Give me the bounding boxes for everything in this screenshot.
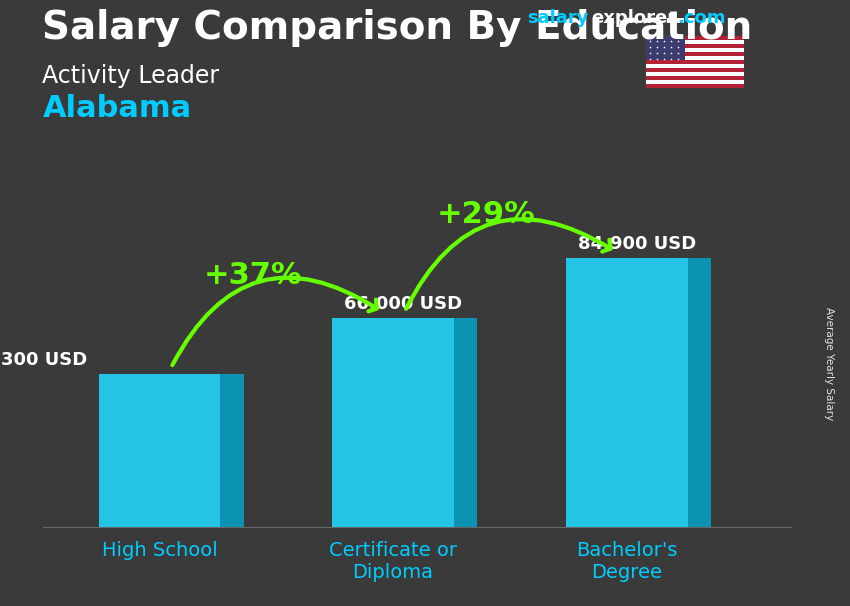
Text: .com: .com xyxy=(677,9,726,27)
Bar xyxy=(566,258,688,527)
Text: 66,000 USD: 66,000 USD xyxy=(344,295,462,313)
Bar xyxy=(332,318,454,527)
Bar xyxy=(646,48,744,52)
Polygon shape xyxy=(688,258,711,527)
Text: Activity Leader: Activity Leader xyxy=(42,64,219,88)
Bar xyxy=(646,84,744,88)
Bar xyxy=(646,76,744,80)
Polygon shape xyxy=(220,374,243,527)
Bar xyxy=(646,41,744,44)
Text: 84,900 USD: 84,900 USD xyxy=(578,235,696,253)
Text: +29%: +29% xyxy=(437,200,536,229)
Text: Average Yearly Salary: Average Yearly Salary xyxy=(824,307,834,420)
Bar xyxy=(99,374,220,527)
Text: salary: salary xyxy=(527,9,588,27)
Bar xyxy=(646,72,744,76)
Bar xyxy=(646,36,744,41)
Text: 48,300 USD: 48,300 USD xyxy=(0,351,87,369)
Text: +37%: +37% xyxy=(204,261,302,290)
Text: Alabama: Alabama xyxy=(42,94,191,123)
Bar xyxy=(646,52,744,56)
Bar xyxy=(646,56,744,60)
Bar xyxy=(646,44,744,48)
Text: Salary Comparison By Education: Salary Comparison By Education xyxy=(42,9,753,47)
Bar xyxy=(646,68,744,72)
Polygon shape xyxy=(454,318,478,527)
Text: explorer: explorer xyxy=(591,9,676,27)
Bar xyxy=(646,36,685,60)
Bar xyxy=(646,80,744,84)
Bar xyxy=(646,60,744,64)
Bar xyxy=(646,64,744,68)
